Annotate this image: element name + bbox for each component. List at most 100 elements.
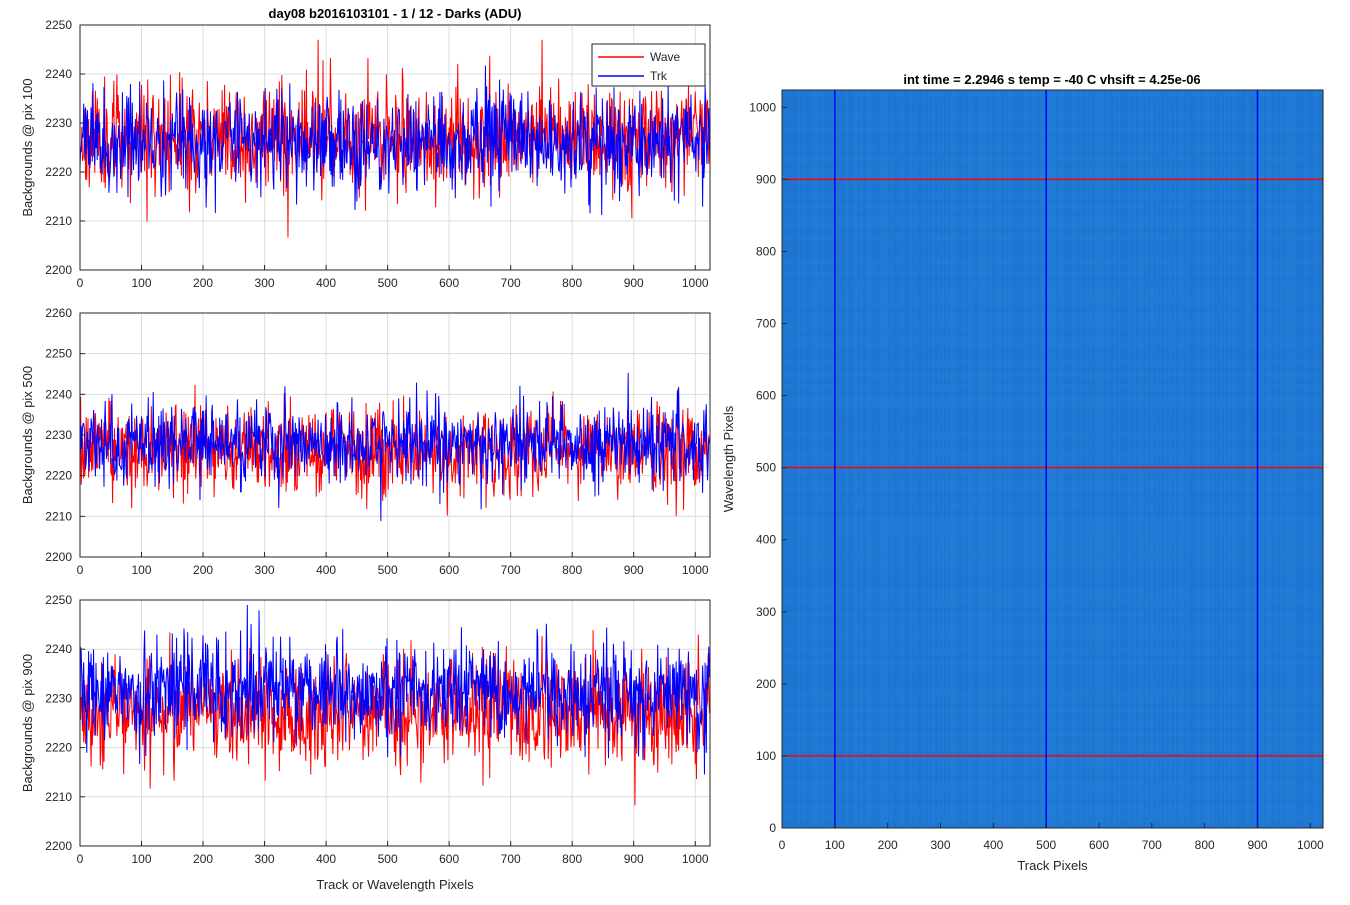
image-column-texture bbox=[1104, 90, 1106, 828]
image-column-texture bbox=[956, 90, 958, 828]
x-tick-label: 800 bbox=[1195, 838, 1215, 852]
y-tick-label: 200 bbox=[756, 677, 776, 691]
image-column-texture bbox=[1070, 90, 1072, 828]
image-row-texture bbox=[782, 132, 1323, 138]
image-column-texture bbox=[1000, 90, 1002, 828]
y-tick-label: 2230 bbox=[45, 691, 72, 705]
image-column-texture bbox=[1204, 90, 1206, 828]
x-tick-label: 900 bbox=[1247, 838, 1267, 852]
image-column-texture bbox=[1124, 90, 1126, 828]
image-row-texture bbox=[782, 480, 1323, 486]
line-panel-3: 0 100 200 300 400 500 600 700 800 900 1000 2200 2210… bbox=[20, 593, 711, 892]
x-tick-label: 100 bbox=[132, 563, 152, 577]
y-tick-label: 2220 bbox=[45, 469, 72, 483]
image-row-texture bbox=[782, 234, 1323, 240]
y-tick-label: 400 bbox=[756, 533, 776, 547]
image-column-texture bbox=[1310, 90, 1312, 828]
image-row-texture bbox=[782, 162, 1323, 168]
image-column-texture bbox=[1162, 90, 1164, 828]
image-column-texture bbox=[1010, 90, 1012, 828]
image-column-texture bbox=[1126, 90, 1128, 828]
series-line-trk bbox=[79, 372, 710, 521]
image-row-texture bbox=[782, 150, 1323, 156]
image-column-texture bbox=[1294, 90, 1296, 828]
image-row-texture bbox=[782, 450, 1323, 456]
x-tick-label: 500 bbox=[1036, 838, 1056, 852]
figure-title: day08 b2016103101 - 1 / 12 - Darks (ADU) bbox=[269, 6, 522, 21]
image-row-texture bbox=[782, 462, 1323, 468]
image-column-texture bbox=[848, 90, 850, 828]
image-column-texture bbox=[1170, 90, 1172, 828]
y-tick-label: 100 bbox=[756, 749, 776, 763]
y-tick-label: 700 bbox=[756, 317, 776, 331]
image-column-texture bbox=[980, 90, 982, 828]
image-row-texture bbox=[782, 606, 1323, 612]
image-row-texture bbox=[782, 198, 1323, 204]
y-tick-label: 2200 bbox=[45, 263, 72, 277]
image-row-texture bbox=[782, 738, 1323, 744]
image-column-texture bbox=[1300, 90, 1302, 828]
image-column-texture bbox=[846, 90, 848, 828]
image-column-texture bbox=[796, 90, 798, 828]
line-panel-1: 0 100 200 300 400 500 600 700 800 900 1000 2200 2210… bbox=[20, 18, 711, 290]
image-column-texture bbox=[856, 90, 858, 828]
image-column-texture bbox=[1094, 90, 1096, 828]
image-column-texture bbox=[932, 90, 934, 828]
image-column-texture bbox=[1002, 90, 1004, 828]
image-column-texture bbox=[832, 90, 834, 828]
image-column-texture bbox=[1280, 90, 1282, 828]
image-column-texture bbox=[946, 90, 948, 828]
image-column-texture bbox=[1278, 90, 1280, 828]
image-column-texture bbox=[976, 90, 978, 828]
image-column-texture bbox=[852, 90, 854, 828]
image-column-texture bbox=[838, 90, 840, 828]
image-row-texture bbox=[782, 228, 1323, 234]
image-column-texture bbox=[998, 90, 1000, 828]
image-column-texture bbox=[1130, 90, 1132, 828]
image-column-texture bbox=[1068, 90, 1070, 828]
image-column-texture bbox=[1238, 90, 1240, 828]
image-column-texture bbox=[1222, 90, 1224, 828]
image-column-texture bbox=[810, 90, 812, 828]
image-row-texture bbox=[782, 570, 1323, 576]
x-tick-label: 0 bbox=[77, 563, 84, 577]
image-column-texture bbox=[1150, 90, 1152, 828]
x-tick-label: 1000 bbox=[682, 852, 709, 866]
image-column-texture bbox=[1114, 90, 1116, 828]
image-row-texture bbox=[782, 378, 1323, 384]
image-row-texture bbox=[782, 510, 1323, 516]
x-tick-label: 300 bbox=[255, 852, 275, 866]
legend-label-trk: Trk bbox=[650, 69, 668, 83]
image-column-texture bbox=[1242, 90, 1244, 828]
image-column-texture bbox=[1182, 90, 1184, 828]
image-column-texture bbox=[1176, 90, 1178, 828]
image-column-texture bbox=[858, 90, 860, 828]
image-column-texture bbox=[802, 90, 804, 828]
image-background bbox=[782, 90, 1323, 828]
image-row-texture bbox=[782, 528, 1323, 534]
image-row-texture bbox=[782, 690, 1323, 696]
image-column-texture bbox=[1298, 90, 1300, 828]
image-column-texture bbox=[1210, 90, 1212, 828]
image-row-texture bbox=[782, 468, 1323, 474]
y-axis-label: Backgrounds @ pix 500 bbox=[20, 366, 35, 504]
image-column-texture bbox=[1230, 90, 1232, 828]
image-row-texture bbox=[782, 312, 1323, 318]
image-column-texture bbox=[844, 90, 846, 828]
image-column-texture bbox=[968, 90, 970, 828]
image-column-texture bbox=[1306, 90, 1308, 828]
image-column-texture bbox=[1274, 90, 1276, 828]
x-tick-label: 800 bbox=[562, 852, 582, 866]
image-row-texture bbox=[782, 780, 1323, 786]
image-column-texture bbox=[948, 90, 950, 828]
image-column-texture bbox=[922, 90, 924, 828]
image-row-texture bbox=[782, 336, 1323, 342]
image-column-texture bbox=[874, 90, 876, 828]
image-column-texture bbox=[1308, 90, 1310, 828]
image-row-texture bbox=[782, 432, 1323, 438]
image-column-texture bbox=[914, 90, 916, 828]
x-tick-label: 600 bbox=[439, 852, 459, 866]
image-column-texture bbox=[1042, 90, 1044, 828]
image-column-texture bbox=[826, 90, 828, 828]
